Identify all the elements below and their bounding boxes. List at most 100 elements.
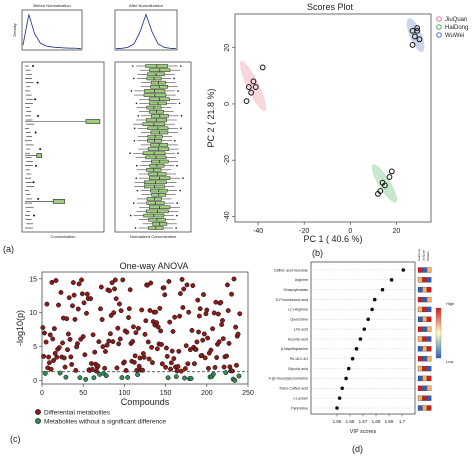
pca-ylabel: PC 2 ( 21.8 %) bbox=[206, 88, 216, 147]
panel-a: Before Normalization Density After Norma… bbox=[3, 3, 192, 254]
box-after-outlier bbox=[134, 227, 137, 229]
anova-point-diff bbox=[48, 366, 54, 372]
anova-point-diff bbox=[88, 296, 94, 302]
density-before-title: Before Normalization bbox=[33, 3, 70, 8]
anova-point-diff bbox=[166, 279, 172, 284]
pca-title: Scores Plot bbox=[307, 2, 354, 12]
anova-point-diff bbox=[187, 347, 193, 353]
anova-point-nondiff bbox=[57, 370, 63, 376]
anova-point-diff bbox=[201, 292, 206, 298]
box-after-outlier bbox=[133, 139, 136, 142]
anova-point-diff bbox=[181, 286, 187, 292]
anova-xtick-label: 150 bbox=[160, 390, 172, 397]
anova-point-diff bbox=[126, 315, 131, 321]
anova-point-diff bbox=[224, 353, 230, 359]
vip-heat-cell bbox=[422, 287, 427, 293]
box-after-outlier bbox=[180, 65, 182, 67]
vip-xtick-label: 1.68 bbox=[372, 419, 381, 424]
vip-compound-label: Quercetine bbox=[290, 318, 308, 322]
anova-point-diff bbox=[95, 363, 101, 369]
anova-point-diff bbox=[81, 300, 87, 306]
vip-xtick-label: 1.65 bbox=[333, 419, 342, 424]
anova-point-diff bbox=[199, 352, 205, 358]
anova-point-diff bbox=[100, 344, 106, 350]
vip-xtick-label: 1.69 bbox=[385, 419, 394, 424]
anova-point-diff bbox=[211, 310, 217, 316]
anova-point-diff bbox=[182, 366, 188, 372]
vip-compound-label: Sinapoylmalate bbox=[283, 288, 308, 292]
box-before-outlier bbox=[35, 164, 37, 167]
anova-point-diff bbox=[114, 365, 120, 371]
anova-point-diff bbox=[88, 361, 94, 367]
density-after-frame bbox=[114, 9, 178, 51]
vip-heat-cell bbox=[426, 395, 432, 401]
anova-point-diff bbox=[104, 342, 110, 348]
anova-point-diff bbox=[113, 296, 119, 302]
vip-dot bbox=[350, 356, 355, 361]
vip-heat-cell bbox=[417, 405, 423, 411]
anova-xtick-label: 0 bbox=[40, 390, 44, 397]
anova-point-diff bbox=[233, 324, 239, 330]
vip-heat-cell bbox=[422, 326, 427, 332]
box-before-outlier bbox=[37, 197, 40, 200]
vip-heat-cell bbox=[426, 365, 432, 372]
anova-point-diff bbox=[64, 316, 70, 322]
density-after-curve bbox=[115, 13, 177, 50]
box-after-outlier bbox=[135, 177, 138, 179]
box-after-outlier bbox=[130, 90, 133, 92]
anova-xtick-label: 250 bbox=[242, 390, 254, 397]
anova-point-diff bbox=[169, 348, 175, 354]
box-after-outlier bbox=[178, 102, 181, 105]
vip-compound-label: β-Naphthylamine bbox=[281, 347, 308, 351]
pca-ellipse-wuwei bbox=[406, 18, 425, 52]
anova-point-diff bbox=[47, 332, 53, 338]
anova-ytick-label: 5 bbox=[33, 344, 37, 351]
anova-point-diff bbox=[80, 334, 86, 340]
anova-point-diff bbox=[202, 355, 208, 361]
pca-point-haidong bbox=[386, 174, 393, 180]
anova-point-diff bbox=[145, 282, 150, 288]
anova-point-nondiff bbox=[210, 371, 216, 377]
vip-heat-cell bbox=[422, 296, 427, 303]
vip-compound-label: D-Fructofuranic acid bbox=[276, 298, 308, 302]
anova-point-diff bbox=[161, 285, 167, 291]
box-after-outlier bbox=[179, 189, 182, 192]
box-after-outlier bbox=[177, 152, 179, 155]
vip-compound-label: Uric acid bbox=[294, 327, 308, 331]
anova-point-diff bbox=[170, 329, 176, 334]
box-before-highlight-box bbox=[36, 153, 42, 158]
anova-point-diff bbox=[224, 282, 230, 288]
anova-point-diff bbox=[102, 349, 108, 354]
boxplot-before-frame bbox=[21, 61, 105, 233]
anova-point-diff bbox=[190, 283, 196, 289]
anova-point-nondiff bbox=[83, 376, 89, 382]
vip-heat-cell bbox=[426, 277, 432, 283]
pca-point-haidong bbox=[375, 190, 381, 197]
anova-point-diff bbox=[117, 336, 123, 342]
anova-point-diff bbox=[54, 354, 60, 360]
box-after-outlier bbox=[129, 214, 132, 217]
box-after-outlier bbox=[132, 202, 135, 204]
vip-heat-cell bbox=[417, 277, 423, 283]
anova-point-diff bbox=[157, 305, 163, 311]
anova-point-diff bbox=[76, 281, 82, 287]
vip-heat-cell bbox=[417, 385, 423, 391]
anova-point-diff bbox=[177, 291, 183, 297]
anova-point-diff bbox=[68, 354, 74, 360]
vip-plot-frame bbox=[310, 261, 416, 415]
anova-point-diff bbox=[49, 279, 55, 285]
density-before-curve bbox=[22, 14, 81, 50]
vip-compound-label: 4-(β-Glucosyl)coumarine bbox=[269, 377, 308, 381]
anova-point-diff bbox=[155, 324, 161, 330]
pca-point-jiuquan bbox=[252, 84, 259, 90]
vip-heatmap bbox=[417, 267, 432, 411]
vip-dots bbox=[335, 268, 406, 410]
anova-point-diff bbox=[168, 366, 173, 372]
anova-ytick-label: 15 bbox=[29, 276, 37, 283]
vip-heat-cell bbox=[426, 287, 432, 293]
anova-xtick-label: 100 bbox=[119, 390, 131, 397]
anova-point-diff bbox=[163, 364, 169, 370]
anova-point-diff bbox=[195, 297, 201, 303]
anova-point-diff bbox=[227, 364, 233, 370]
